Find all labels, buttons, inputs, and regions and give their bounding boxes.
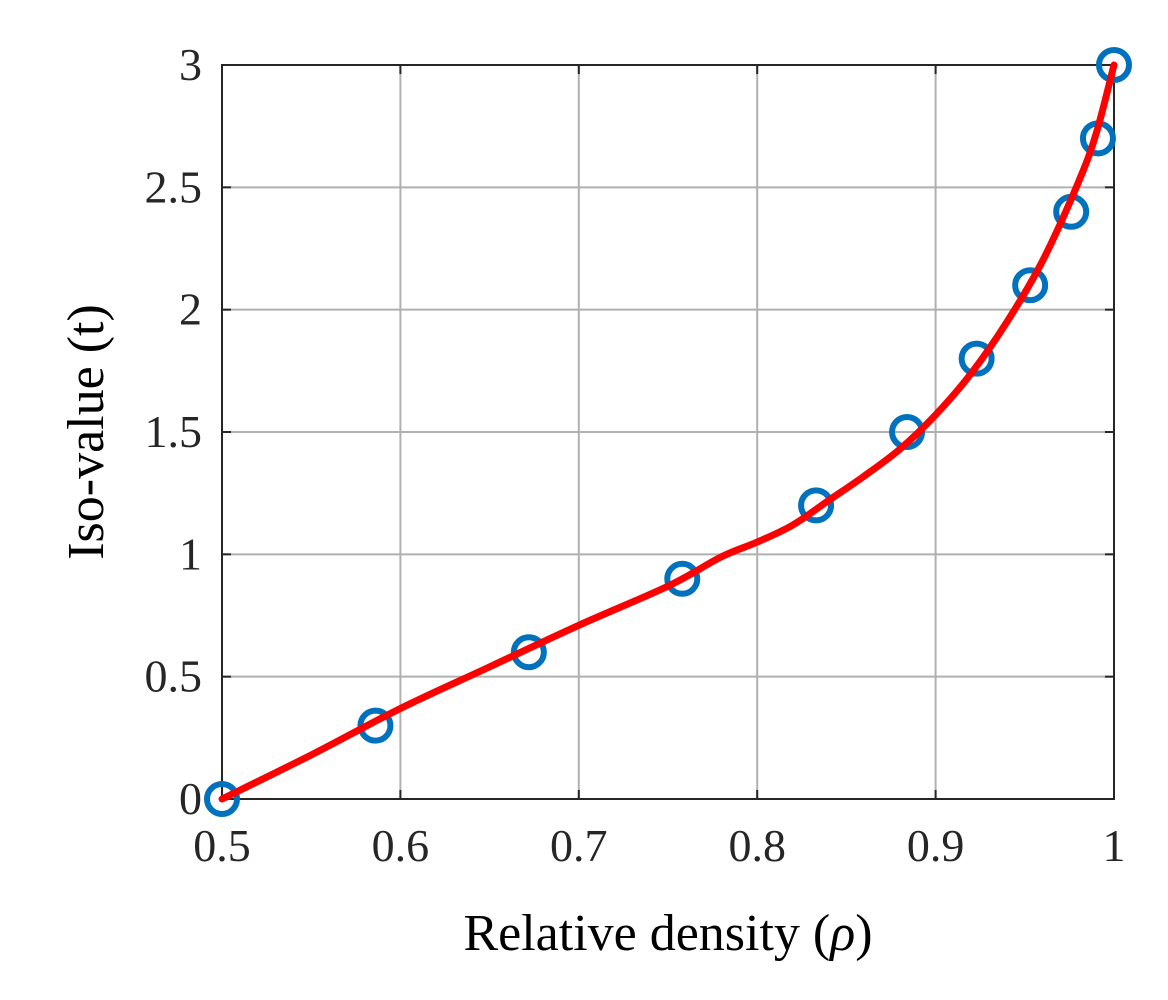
y-tick-label: 1.5 <box>145 406 203 457</box>
y-tick-label: 3 <box>179 39 202 90</box>
x-tick-labels: 0.5 0.6 0.7 0.8 0.9 1 <box>193 820 1125 871</box>
y-tick-labels: 0 0.5 1 1.5 2 2.5 3 <box>145 39 203 824</box>
x-tick-label: 0.5 <box>193 820 251 871</box>
x-tick-label: 0.8 <box>728 820 786 871</box>
x-tick-label: 1 <box>1103 820 1126 871</box>
x-tick-label: 0.6 <box>372 820 430 871</box>
data-point-marker <box>798 487 835 524</box>
data-point-marker <box>1012 267 1049 304</box>
y-tick-label: 2.5 <box>145 161 203 212</box>
y-axis-title: Iso-value (t) <box>58 304 115 560</box>
data-point-marker <box>204 781 240 817</box>
y-tick-label: 2 <box>179 284 202 335</box>
x-axis-title-text: Relative density ( <box>463 905 830 962</box>
data-point-marker <box>1096 47 1132 83</box>
series-layer <box>204 47 1132 817</box>
x-tick-label: 0.7 <box>550 820 608 871</box>
fitted-curve-line <box>218 61 1118 803</box>
x-tick-label: 0.9 <box>907 820 965 871</box>
grid-lines <box>222 65 1114 799</box>
x-axis-title-close: ) <box>855 905 872 962</box>
x-axis-title: Relative density (ρ) <box>463 905 872 962</box>
y-tick-label: 0.5 <box>145 651 203 702</box>
y-tick-label: 1 <box>179 528 202 579</box>
y-tick-label: 0 <box>179 773 202 824</box>
x-axis-title-symbol: ρ <box>828 905 855 962</box>
data-point-marker <box>664 560 701 597</box>
data-point-marker <box>958 340 995 377</box>
